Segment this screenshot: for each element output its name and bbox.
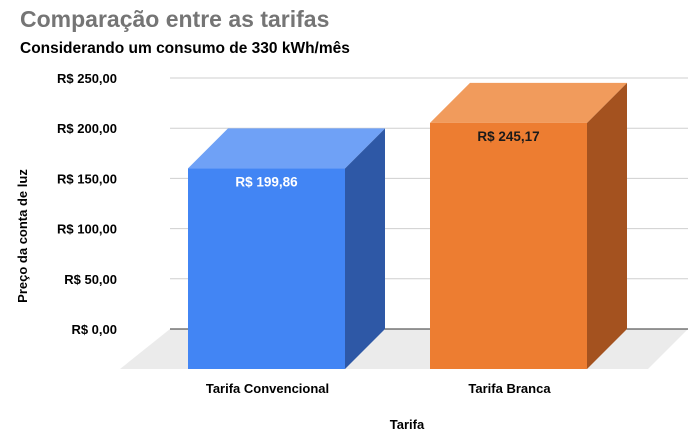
y-tick-label: R$ 50,00 [64,272,117,287]
x-axis-title: Tarifa [390,417,425,432]
y-tick-label: R$ 150,00 [57,171,117,186]
x-tick-label: Tarifa Branca [468,381,551,396]
y-tick-label: R$ 200,00 [57,121,117,136]
x-tick-label: Tarifa Convencional [206,381,329,396]
bar-front [188,168,345,369]
bars [188,82,627,370]
x-axis-ticks: Tarifa Convencional Tarifa Branca [206,381,551,396]
bar-top [188,128,385,169]
data-label: R$ 199,86 [235,174,298,189]
y-axis-ticks: R$ 0,00 R$ 50,00 R$ 100,00 R$ 150,00 R$ 200,… [57,71,117,337]
chart-subtitle: Considerando um consumo de 330 kWh/mês [20,40,350,57]
y-tick-label: R$ 250,00 [57,71,117,86]
bar-side [345,128,385,369]
bar-top [430,82,627,123]
data-labels: R$ 199,86 R$ 245,17 [235,129,539,189]
bar-front [430,122,587,369]
bar-2 [430,82,627,370]
y-axis-title: Preço da conta de luz [15,169,30,303]
chart-title: Comparação entre as tarifas [20,6,330,32]
bar-side [587,82,627,370]
y-tick-label: R$ 0,00 [71,322,117,337]
y-tick-label: R$ 100,00 [57,222,117,237]
data-label: R$ 245,17 [477,129,539,144]
bar-1 [188,128,385,369]
